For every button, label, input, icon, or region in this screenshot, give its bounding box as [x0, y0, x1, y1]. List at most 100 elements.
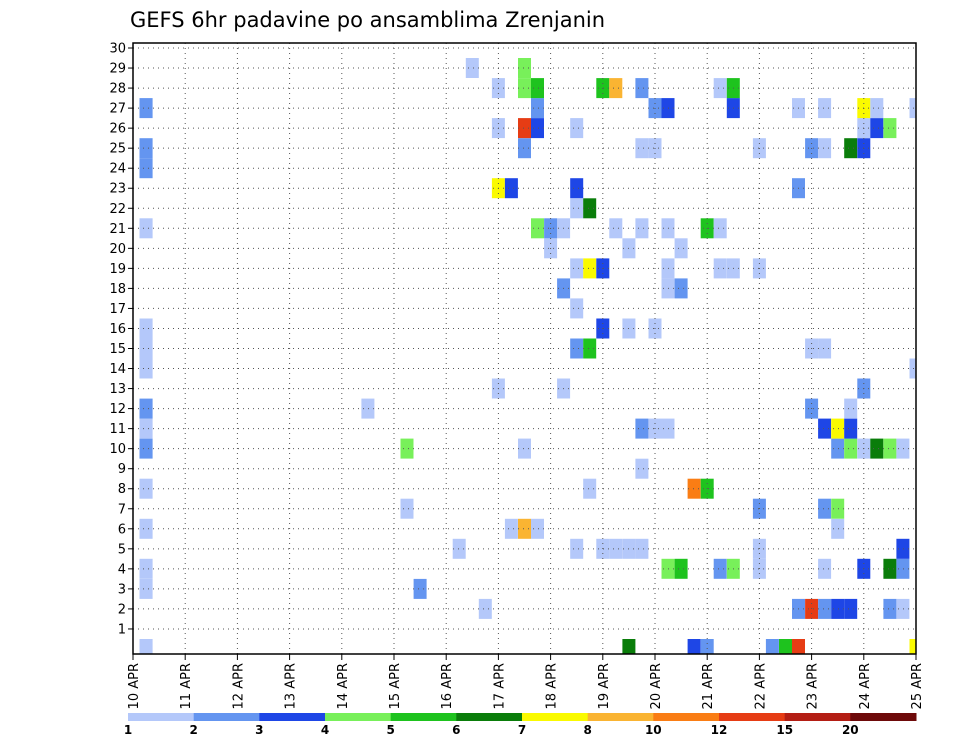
x-tick-label: 18 APR — [545, 663, 560, 709]
x-tick-label: 16 APR — [440, 663, 455, 709]
y-tick-label: 18 — [109, 282, 126, 297]
y-tick-label: 2 — [118, 602, 126, 617]
precip-cell — [518, 138, 531, 159]
y-tick-label: 12 — [109, 402, 126, 417]
y-tick-label: 17 — [109, 302, 126, 317]
colorbar-segment — [325, 713, 392, 721]
colorbar-segment — [653, 713, 720, 721]
colorbar-segment — [719, 713, 786, 721]
y-tick-label: 8 — [118, 482, 126, 497]
y-tick-label: 13 — [109, 382, 126, 397]
precip-cell — [870, 98, 884, 119]
y-tick-label: 24 — [109, 162, 126, 177]
precip-cell — [518, 58, 531, 78]
precip-cell — [818, 98, 832, 119]
precip-cell — [713, 258, 727, 279]
precip-cell — [413, 578, 427, 599]
precip-cell — [139, 518, 153, 539]
colorbar-label: 8 — [584, 723, 592, 737]
colorbar-label: 4 — [321, 723, 329, 737]
precip-cell — [570, 338, 584, 359]
y-tick-label: 3 — [118, 582, 126, 597]
precip-cell — [570, 298, 584, 319]
precip-cell — [139, 438, 153, 459]
colorbar-segment — [784, 713, 851, 721]
precip-cell — [844, 138, 858, 159]
precip-cell — [518, 518, 531, 539]
precip-cell — [531, 78, 544, 99]
colorbar-label: 15 — [776, 723, 793, 737]
precip-cell — [674, 558, 688, 579]
colorbar-label: 1 — [124, 723, 132, 737]
colorbar-segment — [128, 713, 195, 721]
precip-cell — [883, 118, 897, 139]
precip-cell — [674, 278, 688, 299]
precip-cell — [635, 458, 649, 479]
precip-cell — [139, 639, 153, 654]
precip-cell — [465, 58, 479, 78]
y-tick-label: 9 — [118, 462, 126, 477]
precip-cell — [570, 198, 584, 219]
precip-cell — [844, 398, 858, 419]
y-tick-label: 26 — [109, 122, 126, 137]
precip-cell — [635, 538, 649, 559]
precip-cell — [818, 418, 832, 439]
colorbar-label: 2 — [190, 723, 198, 737]
colorbar-segment — [522, 713, 589, 721]
precip-cell — [531, 518, 544, 539]
precip-cell — [139, 338, 153, 359]
precip-cell — [909, 98, 916, 119]
precip-cell — [518, 438, 531, 459]
precip-cell — [139, 418, 153, 439]
precip-cell — [531, 218, 544, 239]
x-tick-label: 13 APR — [284, 663, 299, 709]
precip-cell — [765, 639, 779, 654]
chart-title: GEFS 6hr padavine po ansamblima Zrenjani… — [130, 8, 605, 32]
precip-cell — [687, 478, 701, 499]
precip-cell — [909, 639, 916, 654]
y-tick-label: 22 — [109, 202, 126, 217]
colorbar-segment — [850, 713, 917, 721]
precip-cell — [139, 318, 153, 339]
precip-cell — [896, 558, 910, 579]
precip-cell — [870, 118, 884, 139]
precip-cell — [139, 98, 153, 119]
y-tick-label: 27 — [109, 102, 126, 117]
precip-cell — [883, 558, 897, 579]
precip-cell — [139, 158, 153, 179]
precip-cell — [570, 258, 584, 279]
precip-cell — [635, 138, 649, 159]
x-tick-label: 14 APR — [336, 663, 351, 709]
precip-cell — [713, 78, 727, 99]
precip-cell — [831, 518, 845, 539]
precip-cell — [400, 438, 414, 459]
precip-cell — [531, 118, 544, 139]
precip-cell — [792, 639, 805, 654]
precip-cell — [583, 258, 597, 279]
colorbar-segment — [193, 713, 260, 721]
precip-cell — [896, 598, 910, 619]
y-tick-label: 23 — [109, 182, 126, 197]
precip-cell — [844, 418, 858, 439]
y-tick-label: 15 — [109, 342, 126, 357]
colorbar-label: 5 — [387, 723, 395, 737]
x-tick-label: 21 APR — [701, 663, 716, 709]
precip-cell — [700, 639, 714, 654]
x-tick-label: 10 APR — [127, 663, 142, 709]
precip-cell — [635, 218, 649, 239]
precip-cell — [139, 358, 153, 379]
colorbar-segment — [587, 713, 654, 721]
precip-cell — [896, 438, 910, 459]
precip-cell — [622, 639, 636, 654]
precip-cell — [831, 498, 845, 519]
precip-cell — [400, 498, 414, 519]
precip-cell — [583, 478, 597, 499]
colorbar-segment — [456, 713, 523, 721]
precip-cell — [478, 598, 492, 619]
precip-cell — [518, 78, 531, 99]
precip-cell — [139, 138, 153, 159]
x-axis: 10 APR 11 APR 12 APR 13 APR 14 APR 15 APR 16 A… — [127, 654, 925, 709]
precip-cell — [674, 238, 688, 259]
precip-cell — [883, 598, 897, 619]
